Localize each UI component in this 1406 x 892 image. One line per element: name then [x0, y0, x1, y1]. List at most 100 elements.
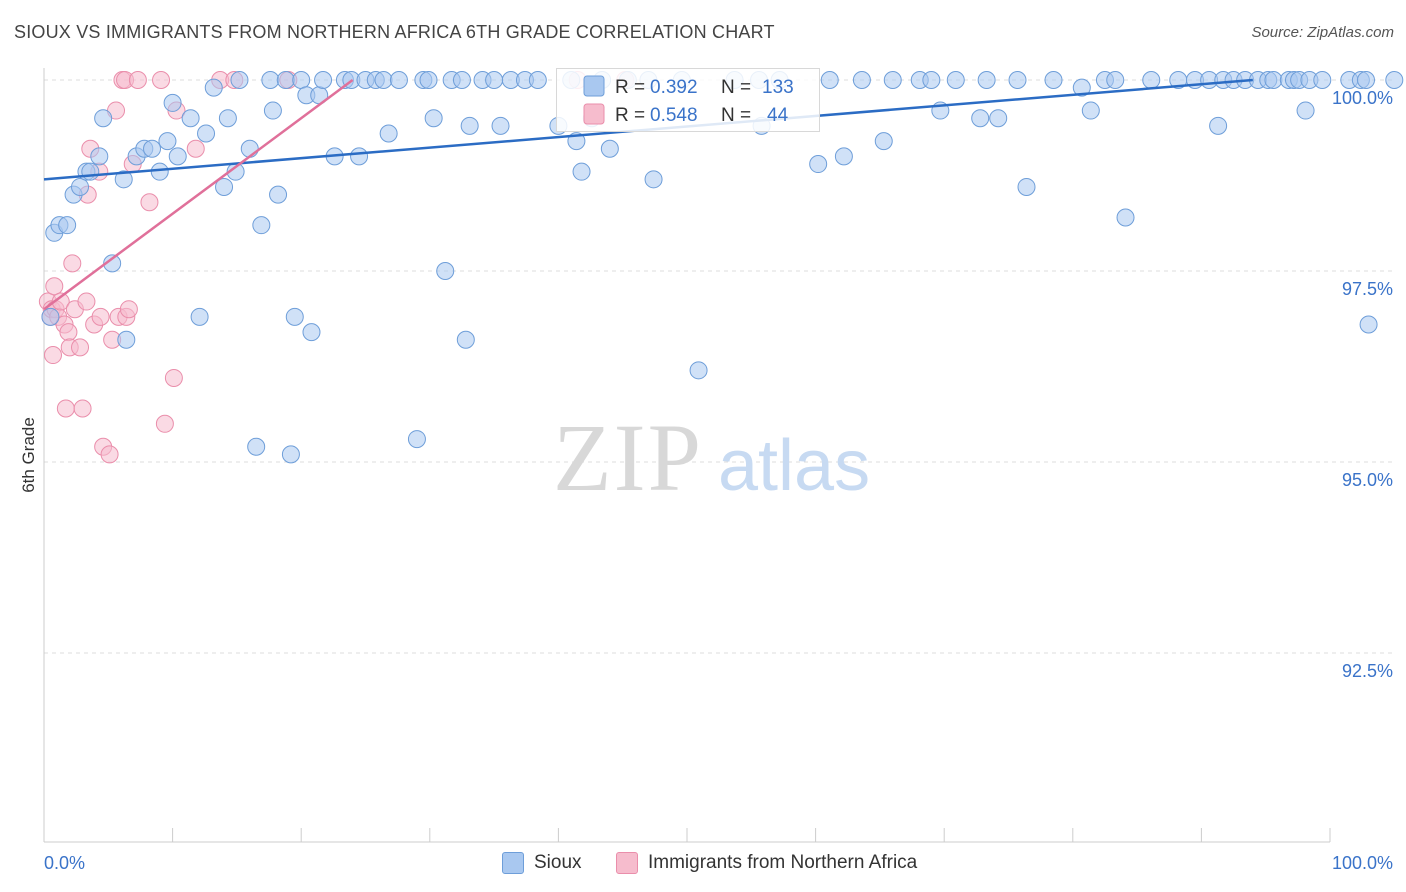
legend-label-northern-africa: Immigrants from Northern Africa — [648, 852, 918, 873]
sioux-point — [190, 307, 209, 326]
sioux-point — [456, 330, 475, 349]
sioux-point — [600, 139, 619, 158]
sioux-point — [302, 323, 321, 342]
watermark-zip: ZIP — [553, 404, 703, 511]
legend-n-value-sioux: 133 — [762, 77, 794, 98]
sioux-point — [90, 147, 109, 166]
sioux-point — [644, 170, 663, 189]
sioux-point — [852, 71, 871, 89]
sioux-point — [204, 78, 223, 97]
northern-africa-trend-line — [43, 78, 354, 311]
sioux-point — [117, 330, 136, 349]
sioux-point — [407, 430, 426, 449]
sioux-point — [528, 71, 547, 89]
y-tick-labels: 92.5% 95.0% 97.5% 100.0% — [1332, 88, 1393, 681]
sioux-point — [276, 71, 295, 89]
legend-n-label-sioux: N = — [721, 77, 751, 98]
sioux-point — [491, 116, 510, 135]
legend-swatch-sioux-bottom — [502, 852, 524, 874]
sioux-point — [1044, 71, 1063, 89]
sioux-point — [379, 124, 398, 143]
sioux-point — [240, 139, 259, 158]
sioux-point — [689, 361, 708, 380]
sioux-point — [971, 109, 990, 128]
watermark-atlas: atlas — [718, 426, 870, 506]
stats-legend: R = 0.392 N = 133 R = 0.548 N = 44 — [556, 68, 820, 132]
sioux-point — [1296, 101, 1315, 120]
northern-africa-point — [152, 71, 171, 89]
legend-n-value-northern-africa: 44 — [767, 105, 789, 126]
sioux-point — [181, 109, 200, 128]
northern-africa-point — [73, 399, 92, 418]
sioux-point — [158, 132, 177, 151]
sioux-point — [1142, 71, 1161, 89]
legend-r-value-northern-africa: 0.548 — [650, 105, 698, 126]
y-tick-label: 95.0% — [1342, 470, 1393, 490]
sioux-point — [252, 216, 271, 235]
grid-lines — [44, 79, 1394, 654]
sioux-point — [1357, 71, 1376, 89]
sioux-point — [874, 132, 893, 151]
stats-legend-body: R = 0.392 N = 133 R = 0.548 N = 44 — [583, 75, 794, 126]
sioux-point — [1106, 71, 1125, 89]
y-tick-label: 97.5% — [1342, 279, 1393, 299]
northern-africa-point — [128, 71, 147, 89]
northern-africa-point — [45, 277, 64, 296]
northern-africa-point — [155, 414, 174, 433]
sioux-point — [263, 101, 282, 120]
sioux-point — [1313, 71, 1332, 89]
sioux-point — [809, 155, 828, 174]
sioux-point — [269, 185, 288, 204]
sioux-point — [977, 71, 996, 89]
sioux-point — [922, 71, 941, 89]
sioux-point — [114, 170, 133, 189]
sioux-point — [436, 262, 455, 280]
legend-item-northern-africa[interactable]: Immigrants from Northern Africa — [616, 852, 917, 874]
sioux-point — [989, 109, 1008, 128]
sioux-point — [94, 109, 113, 128]
sioux-point — [452, 71, 471, 89]
watermark: ZIP atlas — [553, 404, 870, 511]
sioux-point — [1385, 71, 1404, 89]
sioux-point — [247, 437, 266, 456]
northern-africa-point — [186, 139, 205, 158]
northern-africa-point — [164, 368, 183, 387]
sioux-point — [218, 109, 237, 128]
source-credit: Source: ZipAtlas.com — [1251, 24, 1394, 41]
sioux-point — [424, 109, 443, 128]
sioux-point — [1072, 78, 1091, 97]
sioux-point — [485, 71, 504, 89]
sioux-point — [572, 162, 591, 181]
sioux-point — [261, 71, 280, 89]
x-tick-label: 100.0% — [1332, 853, 1393, 873]
y-tick-label: 100.0% — [1332, 88, 1393, 108]
legend-n-label-northern-africa: N = — [721, 105, 751, 126]
sioux-point — [285, 307, 304, 326]
sioux-point — [41, 307, 60, 326]
northern-africa-point — [100, 445, 119, 464]
sioux-point — [150, 162, 169, 181]
northern-africa-point — [140, 193, 159, 212]
sioux-point — [834, 147, 853, 166]
y-axis-label: 6th Grade — [19, 417, 38, 493]
legend-r-value-sioux: 0.392 — [650, 77, 698, 98]
sioux-point — [71, 177, 90, 196]
sioux-point — [1116, 208, 1135, 227]
sioux-point — [1081, 101, 1100, 120]
legend-item-sioux[interactable]: Sioux — [502, 852, 582, 874]
northern-africa-point — [63, 254, 82, 273]
northern-africa-point — [71, 338, 90, 357]
sioux-point — [314, 71, 333, 89]
sioux-point — [1017, 177, 1036, 196]
sioux-point — [419, 71, 438, 89]
legend-swatch-sioux — [583, 75, 605, 97]
sioux-point — [281, 445, 300, 464]
sioux-point — [350, 147, 369, 166]
sioux-point — [168, 147, 187, 166]
sioux-point — [292, 71, 311, 89]
sioux-point — [460, 116, 479, 135]
legend-r-label-sioux: R = — [615, 77, 645, 98]
sioux-point — [58, 216, 77, 235]
x-tick-label: 0.0% — [44, 853, 85, 873]
legend-r-label-northern-africa: R = — [615, 105, 645, 126]
